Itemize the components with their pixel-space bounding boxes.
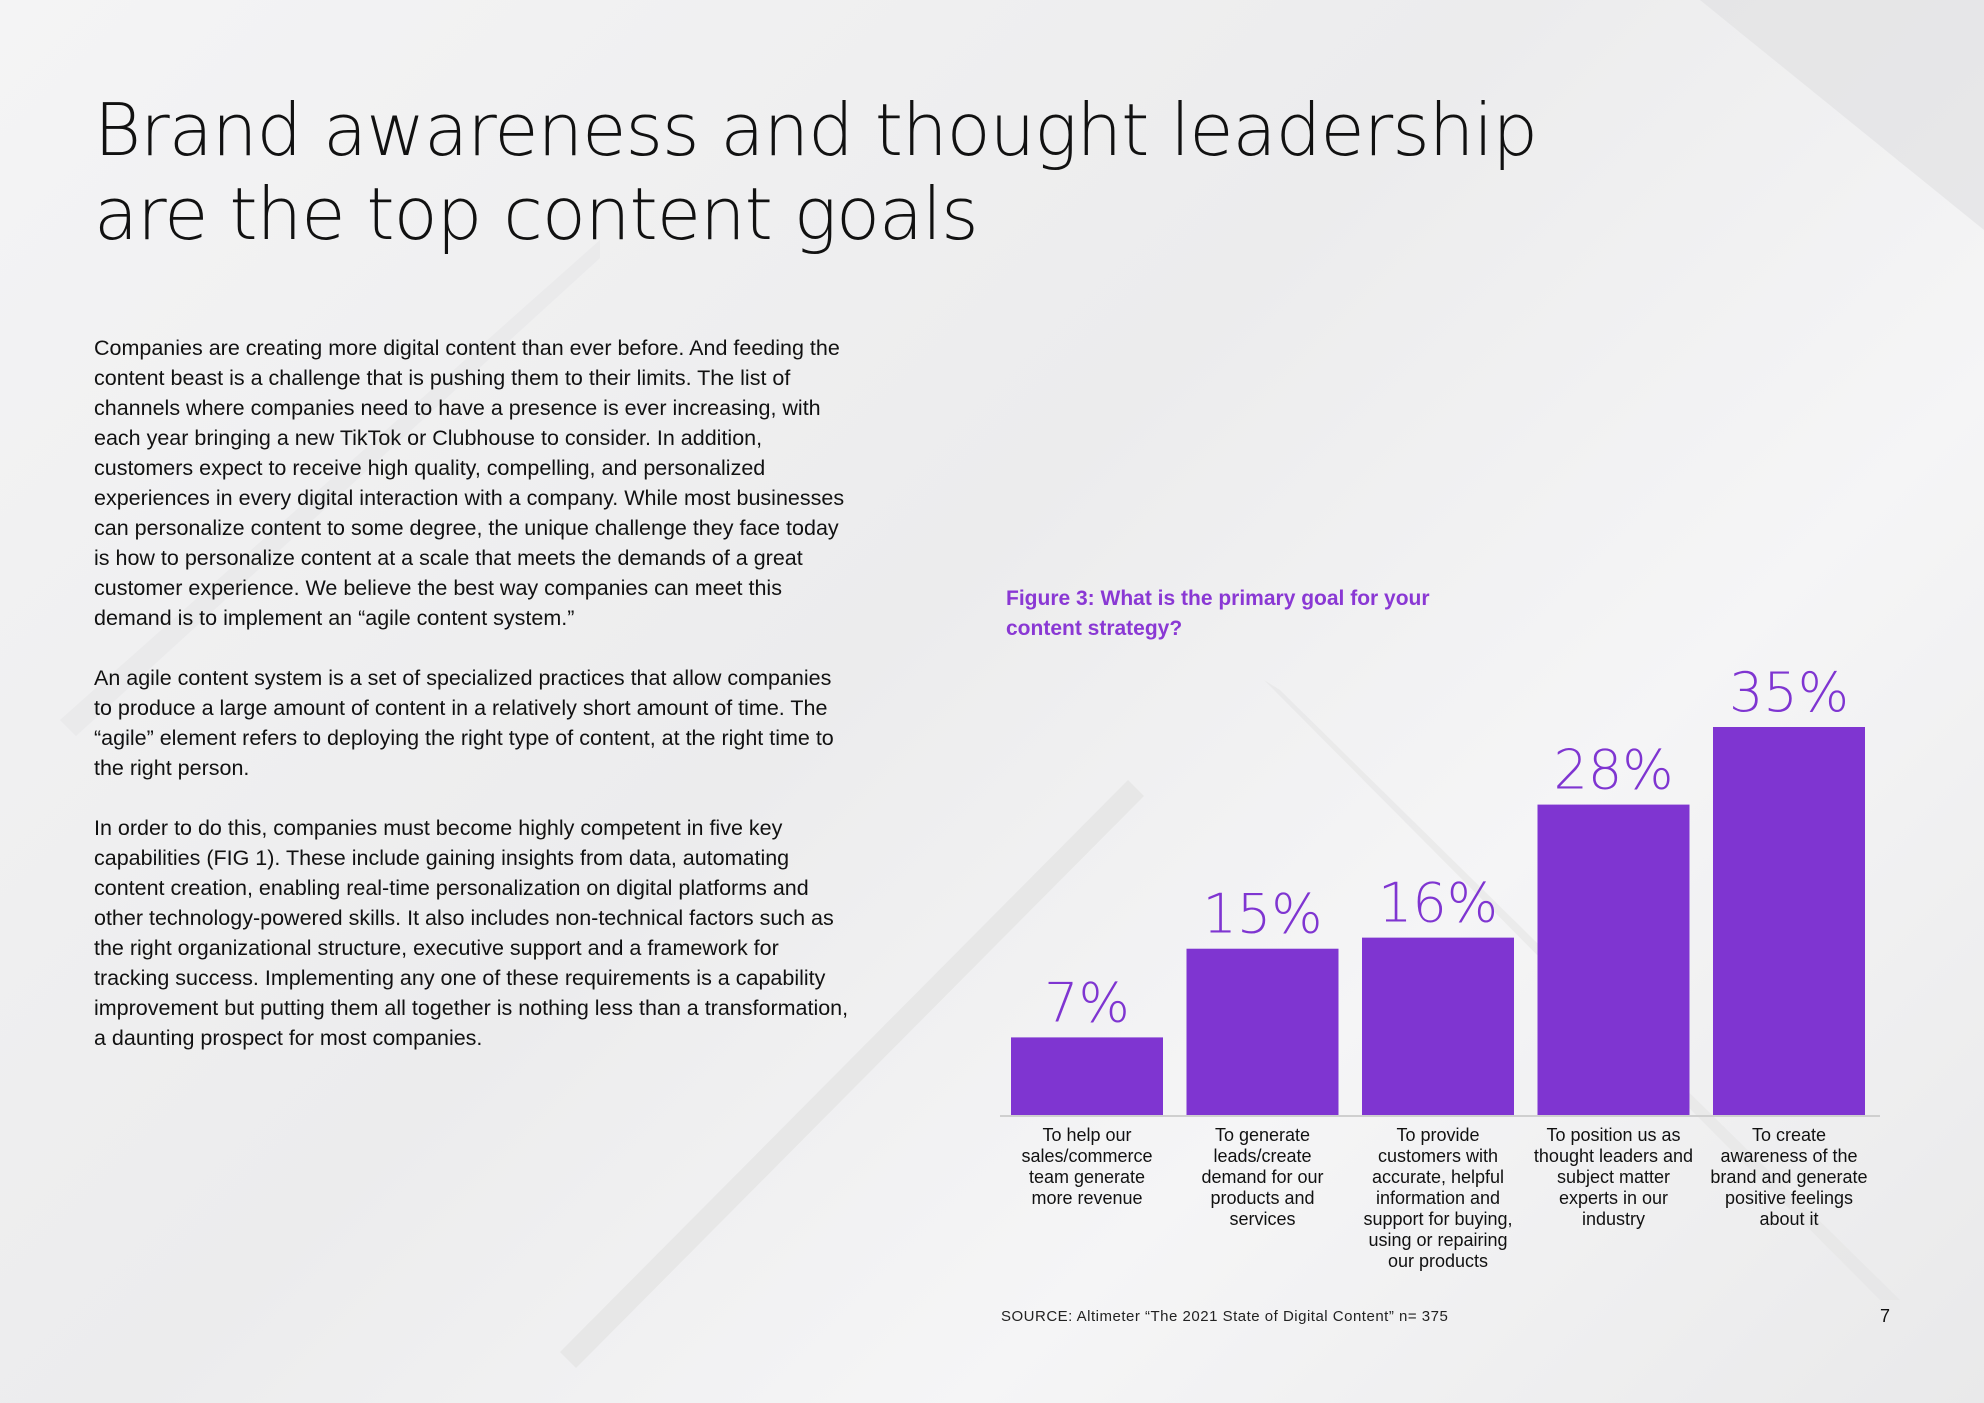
- bar-2: [1186, 948, 1339, 1115]
- bar-chart: 7% To help our sales/commerce team generate…: [1000, 661, 1880, 1271]
- category-label-5: To create awareness of the brand and gener…: [1710, 1125, 1867, 1229]
- value-label-2: 15%: [1202, 883, 1322, 946]
- source-note: SOURCE: Altimeter “The 2021 State of Dig…: [1001, 1308, 1449, 1325]
- corner-shade: [1700, 0, 1984, 230]
- body-paragraph-3: In order to do this, companies must beco…: [94, 816, 849, 1050]
- page-title: Brand awareness and thought leadership a…: [94, 88, 1538, 256]
- title-line-2: are the top content goals: [94, 172, 979, 256]
- body-paragraph-2: An agile content system is a set of spec…: [94, 666, 834, 780]
- bar-1: [1011, 1037, 1163, 1115]
- value-label-1: 7%: [1044, 971, 1130, 1034]
- value-label-4: 28%: [1553, 739, 1673, 802]
- bar-5: [1713, 727, 1865, 1115]
- body-paragraph-1: Companies are creating more digital cont…: [94, 336, 845, 630]
- title-line-1: Brand awareness and thought leadership: [94, 88, 1538, 172]
- value-label-5: 35%: [1729, 661, 1849, 724]
- category-label-4: To position us as thought leaders and subj…: [1534, 1125, 1693, 1229]
- bar-4: [1537, 804, 1690, 1115]
- diagonal-stripe: [60, 240, 600, 736]
- category-label-3: To provide customers with accurate, helpfu…: [1363, 1125, 1512, 1271]
- figure-title: Figure 3: What is the primary goal for y…: [1006, 587, 1430, 640]
- category-label-1: To help our sales/commerce team generate mo…: [1021, 1125, 1152, 1208]
- diagonal-stripe: [560, 780, 1144, 1368]
- value-label-3: 16%: [1378, 872, 1498, 935]
- category-label-2: To generate leads/create demand for our pro…: [1201, 1125, 1323, 1229]
- body-text: Companies are creating more digital cont…: [94, 333, 854, 1083]
- page-number: 7: [1880, 1306, 1891, 1326]
- bar-3: [1362, 937, 1514, 1115]
